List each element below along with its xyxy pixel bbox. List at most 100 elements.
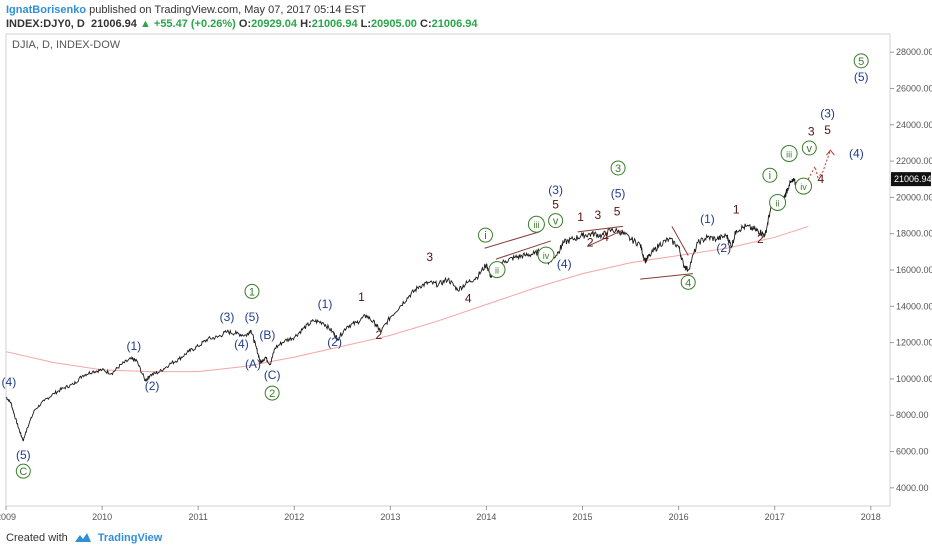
wave-label: (2) <box>716 241 731 255</box>
symbol-name: INDEX:DJY0, D <box>6 18 85 30</box>
price-line <box>5 178 809 442</box>
wave-label: (3) <box>820 107 835 121</box>
y-tick-label: 22000.00 <box>896 156 932 166</box>
trend-line <box>484 231 540 249</box>
x-tick-label: 2014 <box>476 512 496 522</box>
publish-text: published on TradingView.com, May 07, 20… <box>89 4 366 16</box>
y-tick-label: 8000.00 <box>896 410 929 420</box>
wave-label: 5 <box>858 56 864 68</box>
x-tick-label: 2009 <box>0 512 16 522</box>
y-tick-label: 18000.00 <box>896 229 932 239</box>
wave-label: iv <box>543 251 550 261</box>
wave-label: i <box>484 230 486 242</box>
wave-label: (4) <box>849 146 864 160</box>
wave-label-circle <box>244 283 260 299</box>
wave-label: (5) <box>245 310 260 324</box>
trend-line <box>577 225 623 233</box>
wave-label-circle <box>769 193 787 211</box>
wave-label-circle <box>537 246 555 264</box>
footer: Created with TradingView <box>6 528 162 548</box>
y-tick-label: 4000.00 <box>896 483 929 493</box>
y-tick-label: 26000.00 <box>896 83 932 93</box>
wave-label-circle <box>801 140 817 156</box>
author-link[interactable]: IgnatBorisenko <box>6 4 87 16</box>
wave-label-circle <box>264 385 280 401</box>
price-chart[interactable]: DJIA, D, INDEX-DOW 4000.00 6000.00 8000.00 1… <box>0 32 932 528</box>
wave-label-circle <box>488 261 506 279</box>
wave-label: (5) <box>854 70 869 84</box>
publish-line: IgnatBorisenko published on TradingView.… <box>6 4 366 16</box>
wave-label: (A) <box>245 357 261 371</box>
trend-line <box>587 229 624 247</box>
wave-label: (B) <box>259 328 275 342</box>
wave-label: iii <box>786 149 792 159</box>
close-label: C: <box>420 18 432 30</box>
last-price-tag-label: 21006.94 <box>894 174 932 184</box>
wave-label: C <box>19 466 27 478</box>
tradingview-brand[interactable]: TradingView <box>97 532 163 544</box>
y-tick-label: 20000.00 <box>896 192 932 202</box>
tradingview-logo-icon <box>74 533 91 542</box>
wave-label-circle <box>527 215 545 233</box>
wave-label: 5 <box>552 197 559 211</box>
wave-label-circle <box>795 177 813 195</box>
wave-label: (4) <box>557 257 572 271</box>
wave-label: v <box>807 143 813 155</box>
wave-label: (4) <box>2 375 17 389</box>
wave-label: 2 <box>375 328 382 342</box>
up-arrow-icon: ▲ <box>139 18 151 30</box>
y-tick-label: 10000.00 <box>896 374 932 384</box>
x-tick-label: 2011 <box>188 512 207 522</box>
last-price: 21006.94 <box>90 18 137 30</box>
wave-label: (2) <box>327 335 342 349</box>
wave-label: 2 <box>587 235 594 249</box>
y-tick-label: 12000.00 <box>896 338 932 348</box>
wave-label: 2 <box>269 388 275 400</box>
wave-label: 2 <box>757 232 764 246</box>
high-value: 21006.94 <box>311 18 358 30</box>
x-tick-label: 2013 <box>380 512 400 522</box>
wave-label: 3 <box>615 163 621 175</box>
wave-label: (5) <box>16 448 31 462</box>
chart-title: DJIA, D, INDEX-DOW <box>12 39 121 51</box>
wave-label-circle <box>15 463 31 479</box>
x-tick-label: 2015 <box>573 512 593 522</box>
wave-label: i <box>769 170 771 182</box>
wave-label: (4) <box>234 337 249 351</box>
wave-label: (5) <box>611 186 626 200</box>
wave-label: (2) <box>145 379 160 393</box>
projection-arrow-icon <box>826 149 835 156</box>
x-tick-label: 2018 <box>861 512 881 522</box>
wave-label-circle <box>548 213 564 229</box>
wave-label: 3 <box>808 125 815 139</box>
wave-label: 1 <box>733 203 740 217</box>
wave-label: (3) <box>548 183 563 197</box>
high-label: H: <box>300 18 312 30</box>
last-price-tag <box>891 172 931 187</box>
x-tick-label: 2016 <box>669 512 689 522</box>
x-tick-label: 2017 <box>765 512 785 522</box>
low-value: 20905.00 <box>371 18 417 30</box>
wave-label-circle <box>853 53 869 69</box>
wave-label: 1 <box>577 210 584 224</box>
trend-line <box>495 240 551 260</box>
wave-label: (C) <box>264 368 281 382</box>
wave-label: 4 <box>685 277 691 289</box>
wave-label: (1) <box>318 297 333 311</box>
wave-label: 3 <box>595 208 602 222</box>
x-tick-label: 2012 <box>284 512 304 522</box>
wave-label: v <box>553 216 559 228</box>
wave-label: (1) <box>126 339 141 353</box>
x-tick-label: 2010 <box>92 512 112 522</box>
moving-average-line <box>5 225 809 373</box>
close-value: 21006.94 <box>431 18 478 30</box>
wave-label-circle <box>680 274 696 290</box>
projection-line <box>807 150 831 180</box>
open-label: O: <box>238 18 252 30</box>
wave-label: 1 <box>358 290 365 304</box>
wave-label: iii <box>533 220 539 230</box>
y-tick-label: 28000.00 <box>896 47 932 57</box>
wave-label: 1 <box>249 286 255 298</box>
wave-label: 5 <box>824 123 831 137</box>
wave-label: iv <box>800 182 807 192</box>
